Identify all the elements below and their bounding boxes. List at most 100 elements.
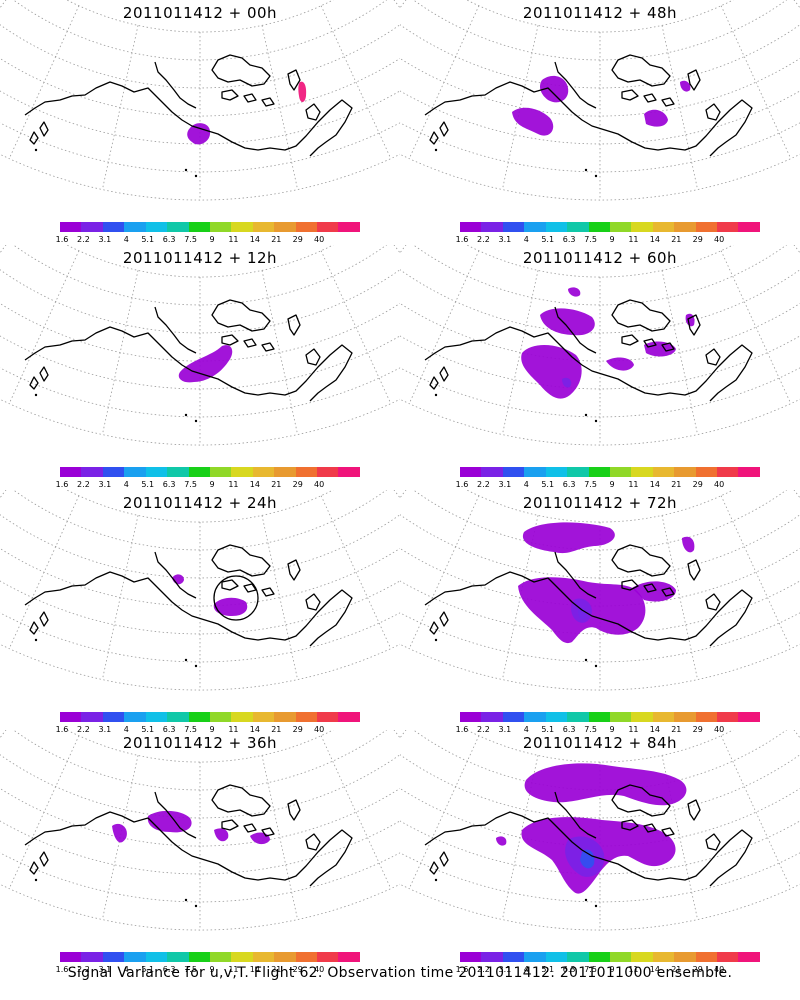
colorbar-swatch — [567, 222, 589, 232]
colorbar-swatch — [102, 222, 125, 232]
signal-region — [512, 107, 554, 136]
colorbar-tick-label: 1.6 — [455, 965, 469, 974]
colorbar-swatch — [545, 222, 568, 232]
colorbar-swatch — [231, 952, 253, 962]
colorbar-swatch — [588, 467, 610, 477]
colorbar-tick-label: 5.1 — [541, 235, 555, 244]
colorbar-tick-label: 5.1 — [141, 480, 155, 489]
colorbar-tick-label: 3.1 — [498, 235, 512, 244]
colorbar-labels: 1.6 2.2 3.1 4 5.1 6.3 7.5 9 11 14 21 29 40 — [56, 480, 360, 490]
colorbar-swatch — [145, 712, 168, 722]
colorbar-tick-label: 6.3 — [162, 480, 176, 489]
colorbar-swatch — [188, 467, 210, 477]
polar-map — [400, 730, 800, 931]
colorbar-swatch — [524, 952, 546, 962]
colorbar-swatch — [695, 222, 718, 232]
colorbar-swatch — [124, 467, 146, 477]
colorbar-tick-label: 40 — [314, 480, 325, 489]
colorbar-swatch — [295, 467, 318, 477]
colorbar-labels: 1.6 2.2 3.1 4 5.1 6.3 7.5 9 11 14 21 29 40 — [456, 965, 760, 975]
colorbar-swatch — [81, 952, 103, 962]
colorbar — [60, 952, 360, 962]
colorbar-swatch — [252, 712, 275, 722]
polar-map — [0, 245, 400, 446]
colorbar-tick-label: 21 — [271, 235, 282, 244]
colorbar-swatch — [695, 712, 718, 722]
colorbar-tick-label: 9 — [209, 235, 215, 244]
colorbar-tick-label: 11 — [228, 725, 239, 734]
colorbar — [460, 952, 760, 962]
colorbar-tick-label: 4 — [123, 235, 129, 244]
colorbar-swatch — [652, 467, 675, 477]
panel-title: 2011011412 + 36h — [122, 734, 278, 752]
colorbar-tick-label: 6.3 — [562, 725, 576, 734]
colorbar-tick-label: 3.1 — [98, 965, 112, 974]
panel-title: 2011011412 + 72h — [522, 494, 678, 512]
colorbar-tick-label: 5.1 — [141, 965, 155, 974]
colorbar-swatch — [738, 467, 760, 477]
colorbar-swatch — [481, 952, 503, 962]
signal-region — [147, 810, 192, 833]
map-panel-p24: 2011011412 + 24h 1.6 2.2 3.1 4 5.1 6.3 7.5 9 11 14… — [0, 490, 400, 735]
colorbar-swatch — [252, 952, 275, 962]
colorbar-tick-label: 11 — [228, 480, 239, 489]
colorbar-tick-label: 7.5 — [584, 480, 597, 489]
colorbar-swatch — [609, 712, 632, 722]
signal-region — [521, 344, 582, 399]
colorbar-swatch — [545, 952, 568, 962]
lat-lon-grid — [400, 0, 800, 201]
colorbar-swatch — [717, 712, 739, 722]
colorbar-tick-label: 7.5 — [184, 965, 197, 974]
signal-region — [496, 836, 507, 846]
colorbar-tick-label: 29 — [692, 480, 703, 489]
colorbar-swatch — [167, 952, 189, 962]
colorbar-swatch — [588, 952, 610, 962]
colorbar-tick-label: 29 — [292, 965, 303, 974]
colorbar-swatch — [524, 467, 546, 477]
colorbar-swatch — [145, 467, 168, 477]
colorbar-swatch — [231, 222, 253, 232]
colorbar-tick-label: 7.5 — [584, 965, 597, 974]
colorbar-swatch — [338, 952, 360, 962]
colorbar-tick-label: 11 — [228, 965, 239, 974]
signal-region — [250, 832, 270, 845]
colorbar-tick-label: 29 — [292, 725, 303, 734]
colorbar-swatch — [188, 222, 210, 232]
colorbar-tick-label: 3.1 — [498, 965, 512, 974]
signal-region — [298, 81, 307, 102]
colorbar-swatch — [609, 222, 632, 232]
signal-region — [632, 581, 676, 602]
colorbar-swatch — [295, 712, 318, 722]
colorbar-labels: 1.6 2.2 3.1 4 5.1 6.3 7.5 9 11 14 21 29 40 — [56, 725, 360, 735]
colorbar-swatch — [209, 952, 232, 962]
polar-map — [400, 0, 800, 201]
signal-region — [112, 823, 127, 843]
colorbar-swatch — [81, 222, 103, 232]
map-panel-p48: 2011011412 + 48h 1.6 2.2 3.1 4 5.1 6.3 7.5 9 11 14… — [400, 0, 800, 245]
map-panel-p12: 2011011412 + 12h 1.6 2.2 3.1 4 5.1 6.3 7.5 9 11 14… — [0, 245, 400, 490]
signal-region — [213, 597, 248, 616]
colorbar-swatch — [674, 712, 696, 722]
colorbar-tick-label: 6.3 — [562, 235, 576, 244]
colorbar-tick-label: 29 — [692, 235, 703, 244]
colorbar-swatch — [717, 952, 739, 962]
colorbar-tick-label: 1.6 — [55, 965, 69, 974]
colorbar-swatch — [317, 712, 339, 722]
signal-region — [214, 828, 229, 842]
colorbar-tick-label: 21 — [271, 965, 282, 974]
colorbar-labels: 1.6 2.2 3.1 4 5.1 6.3 7.5 9 11 14 21 29 40 — [56, 235, 360, 245]
colorbar-swatch — [717, 467, 739, 477]
colorbar-swatch — [317, 222, 339, 232]
colorbar-swatch — [631, 712, 653, 722]
colorbar-tick-label: 11 — [228, 235, 239, 244]
signal-region — [540, 308, 595, 336]
colorbar-swatch — [460, 467, 482, 477]
colorbar-swatch — [274, 467, 296, 477]
signal-region — [606, 357, 634, 371]
colorbar-tick-label: 2.2 — [77, 480, 90, 489]
colorbar-swatch — [102, 712, 125, 722]
colorbar-tick-label: 9 — [609, 235, 615, 244]
colorbar-tick-label: 7.5 — [184, 725, 197, 734]
colorbar-tick-label: 1.6 — [455, 725, 469, 734]
observation-circle — [213, 575, 259, 621]
